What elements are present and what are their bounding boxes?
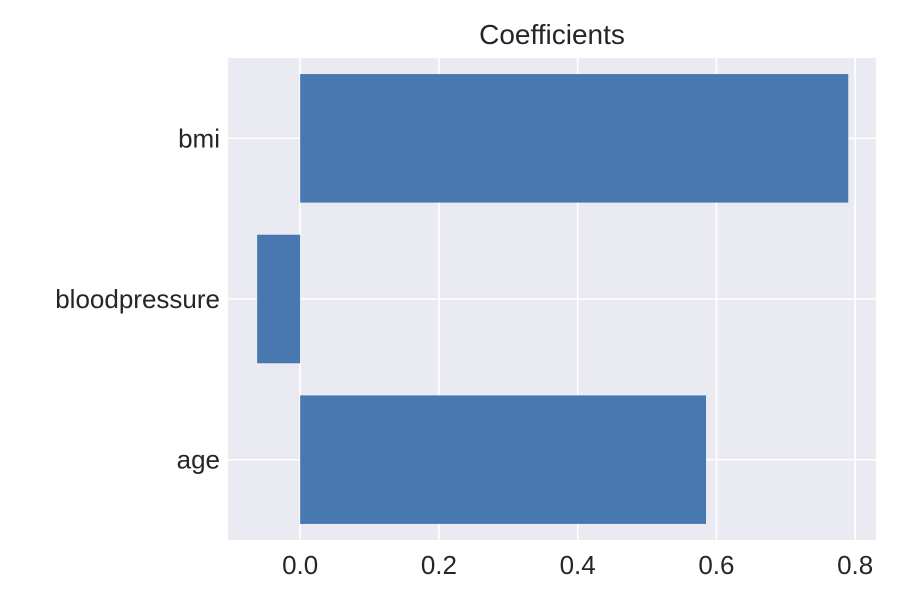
x-tick-labels: 0.0 0.2 0.4 0.6 0.8 [282, 550, 873, 580]
y-tick-label-age: age [177, 445, 220, 475]
x-tick-label: 0.4 [560, 550, 596, 580]
y-tick-label-bmi: bmi [178, 123, 220, 153]
x-tick-label: 0.2 [421, 550, 457, 580]
x-tick-label: 0.0 [282, 550, 318, 580]
x-tick-label: 0.8 [837, 550, 873, 580]
y-tick-label-bloodpressure: bloodpressure [55, 284, 220, 314]
bar-bloodpressure [257, 234, 301, 364]
x-tick-label: 0.6 [698, 550, 734, 580]
y-tick-labels: age bloodpressure bmi [55, 123, 220, 474]
chart-title: Coefficients [479, 19, 625, 50]
bars [257, 74, 849, 524]
bar-bmi [300, 74, 849, 203]
bar-age [300, 395, 707, 524]
